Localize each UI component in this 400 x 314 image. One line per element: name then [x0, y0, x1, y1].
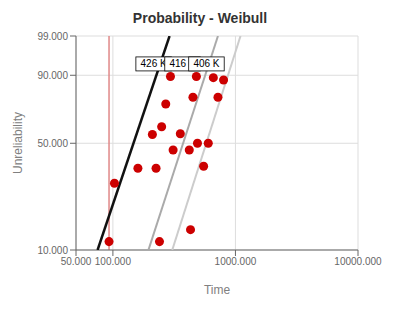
svg-text:Time: Time — [204, 283, 231, 297]
svg-text:90.000: 90.000 — [37, 70, 68, 81]
svg-text:1000.000: 1000.000 — [215, 256, 257, 267]
svg-text:50.000: 50.000 — [61, 256, 92, 267]
svg-text:Unreliability: Unreliability — [11, 112, 25, 174]
html-text:Probability - Weibull: Probability - Weibull — [132, 10, 268, 26]
svg-text:100.000: 100.000 — [95, 256, 132, 267]
svg-text:10000.000: 10000.000 — [334, 256, 382, 267]
svg-text:99.000: 99.000 — [37, 31, 68, 42]
svg-text:406 K: 406 K — [193, 58, 219, 69]
svg-text:426 K: 426 K — [141, 58, 167, 69]
svg-text:10.000: 10.000 — [37, 245, 68, 256]
svg-text:50.000: 50.000 — [37, 138, 68, 149]
svg-text:416 K: 416 K — [169, 58, 196, 70]
